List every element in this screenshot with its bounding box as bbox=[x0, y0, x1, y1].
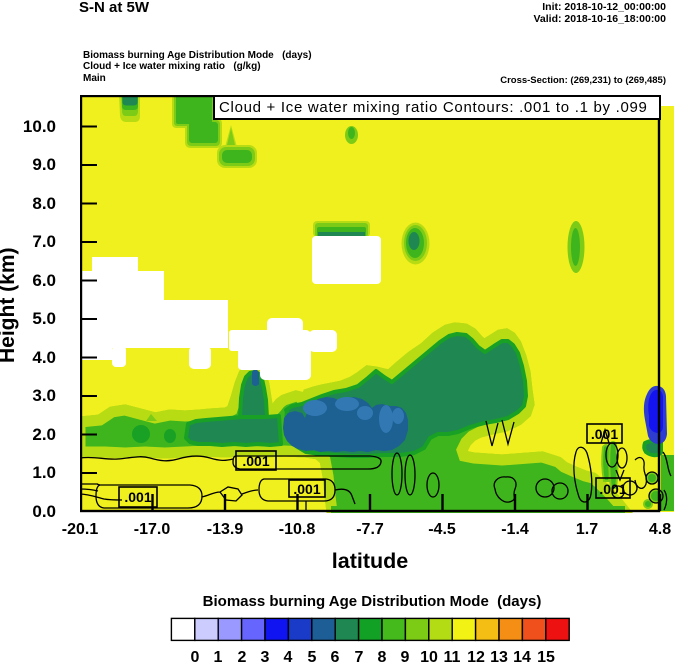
svg-text:.001: .001 bbox=[599, 481, 626, 497]
svg-text:.001: .001 bbox=[293, 481, 320, 497]
svg-text:.001: .001 bbox=[124, 489, 151, 505]
svg-text:.001: .001 bbox=[591, 426, 618, 442]
svg-text:.001: .001 bbox=[242, 453, 269, 469]
